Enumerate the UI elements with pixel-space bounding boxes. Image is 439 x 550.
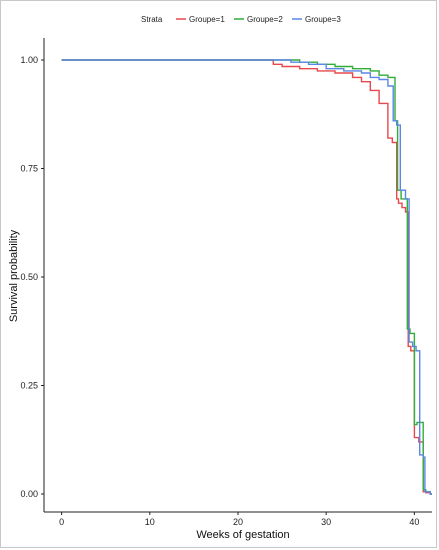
legend-label-3: Groupe=3: [305, 15, 341, 24]
y-tick-label: 0.75: [20, 164, 38, 174]
legend-label-1: Groupe=1: [189, 15, 225, 24]
y-tick-label: 0.00: [20, 489, 38, 499]
x-tick-label: 20: [233, 517, 243, 527]
y-tick-label: 0.50: [20, 272, 38, 282]
y-axis-title: Survival probability: [8, 229, 20, 322]
x-tick-label: 30: [321, 517, 331, 527]
x-tick-label: 10: [145, 517, 155, 527]
legend: Strata Groupe=1 Groupe=2 Groupe=3: [141, 15, 341, 24]
x-tick-label: 0: [59, 517, 64, 527]
y-tick-label: 1.00: [20, 55, 38, 65]
plot-area: 0.00 0.25 0.50 0.75 1.00 0 10 20 30 40: [20, 38, 432, 527]
survival-curve-3: [61, 59, 432, 495]
legend-title: Strata: [141, 15, 163, 24]
x-tick-label: 40: [409, 517, 419, 527]
x-axis-title: Weeks of gestation: [196, 529, 289, 541]
y-tick-label: 0.25: [20, 381, 38, 391]
survival-curve-2: [61, 59, 432, 495]
legend-label-2: Groupe=2: [247, 15, 283, 24]
survival-curve-1: [61, 59, 432, 495]
